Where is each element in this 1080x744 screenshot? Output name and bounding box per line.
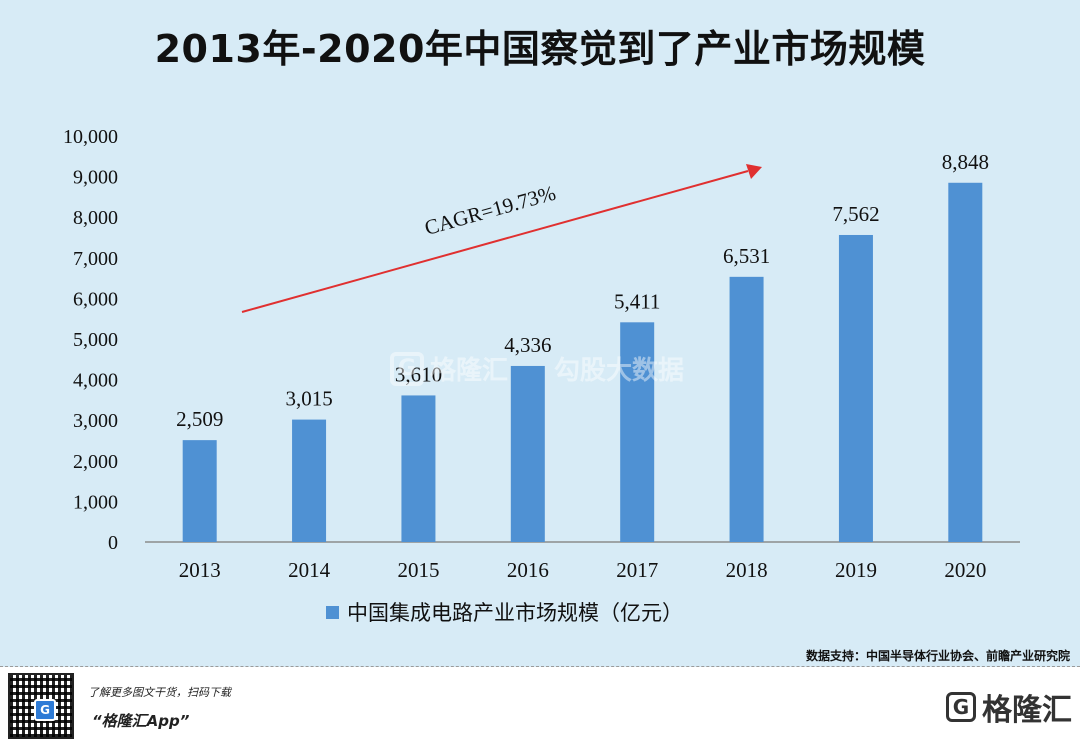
watermark: G 格隆汇 勾股大数据 [390,350,684,387]
x-tick-label: 2020 [944,558,986,582]
x-tick-label: 2019 [835,558,877,582]
y-tick-label: 2,000 [73,451,118,473]
promo-text: 了解更多图文干货，扫码下载 [88,686,231,699]
y-tick-label: 0 [108,532,118,554]
legend-label: 中国集成电路产业市场规模（亿元） [347,601,683,625]
bar [948,182,983,543]
x-tick-label: 2013 [179,558,221,582]
brand-name: 格隆汇 [982,693,1072,728]
data-label: 7,562 [832,202,879,226]
legend-swatch [326,606,339,619]
x-tick-label: 2015 [397,558,439,582]
y-tick-label: 3,000 [73,410,118,432]
data-label: 3,015 [285,387,332,411]
chart-title: 2013年-2020年中国察觉到了产业市场规模 [154,27,926,71]
y-tick-label: 9,000 [73,167,118,189]
data-source: 数据支持：中国半导体行业协会、前瞻产业研究院 [805,649,1070,663]
brand: G 格隆汇 [946,685,1072,729]
x-tick-label: 2014 [288,558,331,582]
y-tick-label: 5,000 [73,329,118,351]
x-tick-label: 2017 [616,558,658,582]
cagr-arrow-line [241,170,749,313]
bar-chart: 0 1,000 2,000 3,000 4,000 5,000 6,000 7,000 8,00… [63,126,1020,625]
watermark-name-2: 勾股大数据 [554,356,685,386]
cagr-arrow-head-icon [746,164,762,179]
x-tick-label: 2018 [726,558,768,582]
bar [401,395,436,542]
data-label: 8,848 [942,150,989,174]
y-tick-label: 4,000 [73,370,118,392]
y-tick-label: 8,000 [73,207,118,229]
y-tick-label: 10,000 [63,126,118,148]
data-label: 2,509 [176,407,223,431]
footer-divider [0,666,1080,667]
bar [729,276,764,542]
y-tick-label: 6,000 [73,288,118,310]
bar [182,440,217,542]
footer: G 了解更多图文干货，扫码下载 “格隆汇App” G 格隆汇 [0,667,1080,744]
x-tick-label: 2016 [507,558,549,582]
watermark-logo-icon: G [390,351,424,386]
bar [620,322,655,542]
qr-code-icon[interactable]: G [8,673,74,739]
data-label: 4,336 [504,333,551,357]
app-name: “格隆汇App” [92,712,190,730]
cagr-annotation: CAGR=19.73% [422,181,558,240]
qr-logo-icon: G [34,699,56,721]
brand-logo-icon: G [946,692,976,722]
data-label: 6,531 [723,244,770,268]
data-label: 5,411 [614,289,660,313]
watermark-name: 格隆汇 [430,356,509,386]
y-tick-label: 1,000 [73,491,118,513]
y-tick-label: 7,000 [73,248,118,270]
bar [838,234,873,543]
bar [510,365,545,542]
bar [292,419,327,542]
